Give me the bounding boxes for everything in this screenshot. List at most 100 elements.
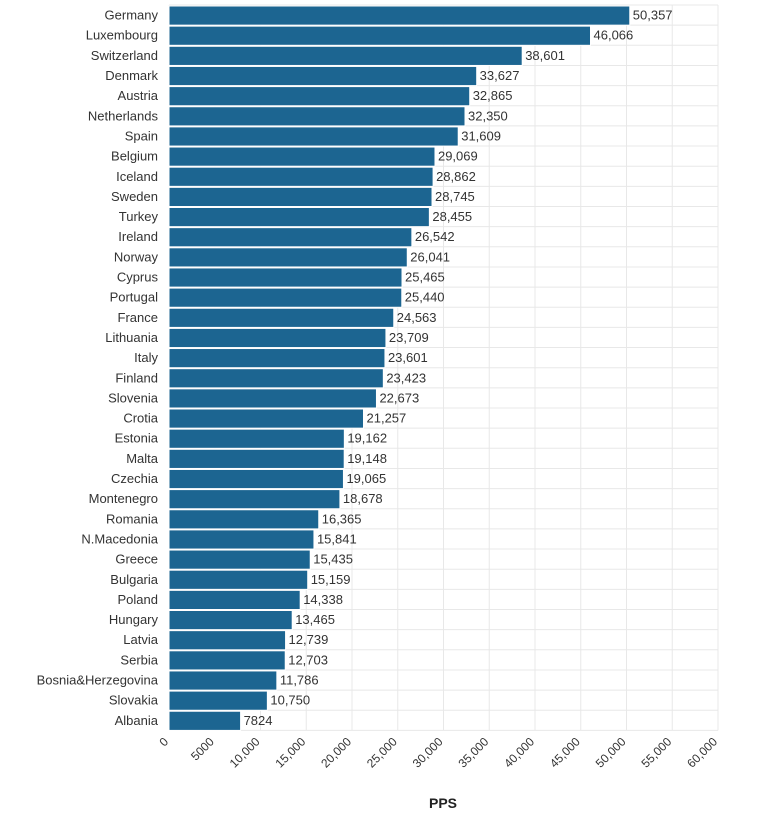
category-label: Poland bbox=[118, 592, 158, 607]
bar bbox=[168, 569, 309, 590]
bar bbox=[168, 489, 341, 510]
bar bbox=[168, 610, 293, 631]
bar bbox=[168, 287, 403, 308]
bar bbox=[168, 186, 433, 208]
data-label: 50,357 bbox=[633, 8, 673, 23]
data-label: 28,745 bbox=[435, 189, 475, 204]
data-label: 19,162 bbox=[347, 431, 387, 446]
data-label: 23,601 bbox=[388, 350, 428, 365]
bar bbox=[168, 207, 430, 228]
data-label: 25,440 bbox=[405, 290, 445, 305]
category-label: Finland bbox=[115, 370, 158, 385]
category-label: Cyprus bbox=[117, 270, 159, 285]
data-label: 19,065 bbox=[346, 471, 386, 486]
data-label: 32,865 bbox=[473, 88, 513, 103]
x-tick-label: 15,000 bbox=[273, 734, 309, 770]
category-label: Denmark bbox=[105, 68, 158, 83]
bar bbox=[168, 45, 523, 66]
data-label: 23,423 bbox=[386, 370, 426, 385]
category-label: Crotia bbox=[123, 411, 158, 426]
x-tick-label: 0 bbox=[156, 734, 171, 749]
bar bbox=[168, 670, 278, 691]
x-tick-label: 30,000 bbox=[410, 734, 446, 770]
data-label: 26,041 bbox=[410, 249, 450, 264]
category-label: France bbox=[118, 310, 158, 325]
bar bbox=[168, 307, 395, 328]
x-tick-label: 60,000 bbox=[684, 734, 720, 770]
bar bbox=[168, 25, 592, 46]
bar bbox=[168, 710, 242, 731]
data-label: 10,750 bbox=[270, 693, 310, 708]
category-label: Hungary bbox=[109, 612, 159, 627]
bar bbox=[168, 247, 408, 268]
data-label: 24,563 bbox=[397, 310, 437, 325]
x-tick-label: 35,000 bbox=[456, 734, 492, 770]
data-label: 11,786 bbox=[280, 673, 319, 688]
bar bbox=[168, 549, 311, 570]
category-label: Greece bbox=[115, 552, 158, 567]
x-tick-label: 40,000 bbox=[501, 734, 537, 770]
data-label: 22,673 bbox=[379, 390, 419, 405]
bar bbox=[168, 348, 386, 369]
category-label: Iceland bbox=[116, 169, 158, 184]
data-label: 25,465 bbox=[405, 270, 445, 285]
category-label: Estonia bbox=[115, 431, 159, 446]
bar bbox=[168, 388, 377, 409]
category-label: Romania bbox=[106, 511, 159, 526]
category-label: N.Macedonia bbox=[81, 531, 158, 546]
data-label: 28,862 bbox=[436, 169, 476, 184]
bar bbox=[168, 509, 320, 530]
x-tick-label: 5000 bbox=[188, 734, 217, 763]
category-label: Portugal bbox=[110, 290, 159, 305]
category-label: Netherlands bbox=[88, 108, 159, 123]
bar bbox=[168, 428, 345, 449]
category-label: Lithuania bbox=[105, 330, 159, 345]
data-label: 33,627 bbox=[480, 68, 520, 83]
data-label: 15,159 bbox=[311, 572, 351, 587]
x-axis-title: PPS bbox=[429, 795, 457, 811]
data-label: 13,465 bbox=[295, 612, 335, 627]
category-label: Bulgaria bbox=[110, 572, 158, 587]
data-label: 7824 bbox=[244, 713, 273, 728]
data-label: 18,678 bbox=[343, 491, 383, 506]
bar bbox=[168, 468, 344, 490]
category-label: Italy bbox=[134, 350, 158, 365]
data-label: 19,148 bbox=[347, 451, 387, 466]
bar bbox=[168, 690, 268, 711]
bar bbox=[168, 589, 301, 610]
bar bbox=[168, 368, 384, 389]
category-label: Belgium bbox=[111, 149, 158, 164]
category-label: Slovenia bbox=[108, 390, 159, 405]
data-label: 14,338 bbox=[303, 592, 343, 607]
category-label: Montenegro bbox=[89, 491, 158, 506]
data-label: 38,601 bbox=[525, 48, 565, 63]
x-tick-label: 20,000 bbox=[318, 734, 354, 770]
data-label: 21,257 bbox=[367, 411, 407, 426]
bar bbox=[168, 650, 286, 671]
category-label: Turkey bbox=[119, 209, 159, 224]
data-label: 29,069 bbox=[438, 149, 478, 164]
category-label: Austria bbox=[118, 88, 159, 103]
data-label: 31,609 bbox=[461, 128, 501, 143]
data-label: 15,841 bbox=[317, 531, 357, 546]
bar bbox=[168, 126, 459, 147]
bar bbox=[168, 227, 413, 248]
category-label: Latvia bbox=[123, 632, 158, 647]
bars bbox=[168, 5, 631, 731]
x-tick-label: 25,000 bbox=[364, 734, 400, 770]
data-label: 26,542 bbox=[415, 229, 455, 244]
category-label: Germany bbox=[105, 8, 159, 23]
category-label: Norway bbox=[114, 249, 159, 264]
bar bbox=[168, 166, 434, 187]
category-label: Ireland bbox=[118, 229, 158, 244]
category-label: Switzerland bbox=[91, 48, 158, 63]
data-label: 12,739 bbox=[289, 632, 329, 647]
bar bbox=[168, 146, 436, 167]
category-label: Sweden bbox=[111, 189, 158, 204]
x-axis-ticks: 0 5000 10,000 15,000 20,000 25,000 30,000 35,00… bbox=[156, 734, 720, 770]
data-label: 23,709 bbox=[389, 330, 429, 345]
x-tick-label: 45,000 bbox=[547, 734, 583, 770]
data-label: 12,703 bbox=[288, 652, 328, 667]
category-label: Albania bbox=[115, 713, 159, 728]
